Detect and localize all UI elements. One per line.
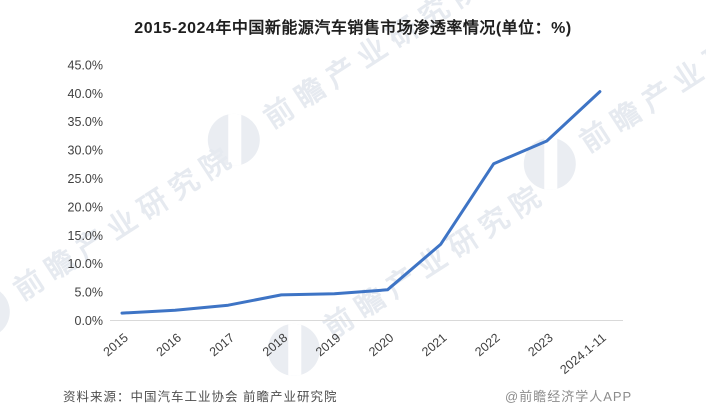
x-tick-label: 2018: [260, 331, 290, 360]
x-tick-label: 2015: [101, 331, 131, 360]
x-tick-label: 2016: [154, 331, 184, 360]
y-tick-label: 0.0%: [75, 314, 104, 328]
y-tick-label: 15.0%: [68, 229, 103, 243]
source-note: 资料来源：中国汽车工业协会 前瞻产业研究院: [63, 390, 338, 404]
x-tick-label: 2023: [525, 331, 555, 360]
credit-note: @前瞻经济学人APP: [505, 389, 633, 404]
y-tick-label: 35.0%: [68, 115, 103, 129]
x-tick-label: 2017: [207, 331, 237, 360]
y-tick-label: 5.0%: [75, 286, 104, 300]
x-tick-label: 2019: [313, 331, 343, 360]
y-tick-label: 40.0%: [68, 87, 103, 101]
y-tick-label: 10.0%: [68, 257, 103, 271]
y-tick-label: 20.0%: [68, 200, 103, 214]
x-tick-label: 2020: [366, 331, 396, 360]
x-tick-label: 2022: [472, 331, 502, 360]
chart-title: 2015-2024年中国新能源汽车销售市场渗透率情况(单位：%): [134, 20, 572, 37]
x-tick-label: 2021: [419, 331, 449, 360]
y-tick-label: 25.0%: [68, 172, 103, 186]
y-tick-label: 45.0%: [68, 58, 103, 72]
y-tick-label: 30.0%: [68, 144, 103, 158]
x-tick-label: 2024.1-11: [557, 331, 608, 377]
penetration-rate-line: [120, 90, 602, 315]
